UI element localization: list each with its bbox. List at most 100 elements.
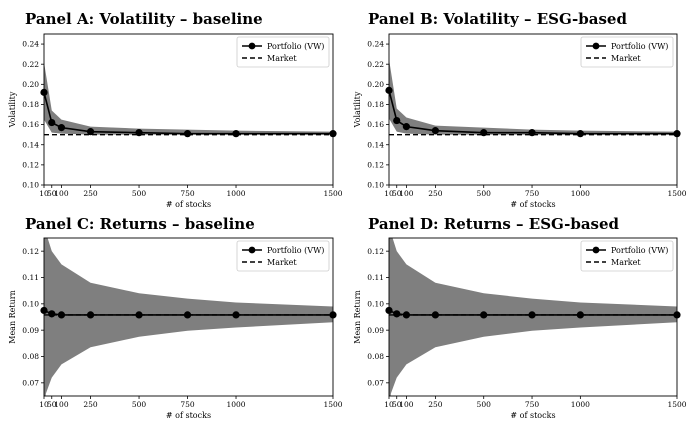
x-axis-label: # of stocks [510, 200, 555, 209]
legend-label: Portfolio (VW) [267, 246, 324, 255]
x-tick-label: 500 [477, 400, 492, 409]
x-tick-label: 750 [180, 400, 195, 409]
legend-box [580, 240, 674, 272]
panel-title: Panel B: Volatility – ESG-based [368, 10, 627, 28]
y-tick-label: 0.24 [22, 40, 39, 49]
legend-label: Portfolio (VW) [611, 246, 668, 255]
x-tick-label: 750 [525, 189, 540, 198]
legend-label: Portfolio (VW) [267, 42, 324, 51]
x-tick-label: 1500 [323, 400, 342, 409]
y-axis-label: Volatility [8, 91, 17, 128]
y-tick-label: 0.18 [22, 100, 39, 109]
y-tick-label: 0.10 [22, 181, 39, 190]
x-tick-label: 250 [428, 400, 443, 409]
data-point [86, 128, 95, 136]
y-tick-label: 0.12 [22, 247, 39, 256]
x-tick-label: 10 [384, 400, 394, 409]
data-point [183, 130, 192, 138]
x-tick-label: 750 [525, 400, 540, 409]
y-tick-label: 0.20 [22, 80, 39, 89]
x-tick-label: 250 [83, 400, 98, 409]
legend-box [580, 36, 674, 68]
data-point [48, 118, 56, 127]
data-point [393, 116, 401, 125]
x-tick-label: 1000 [571, 400, 590, 409]
data-point [431, 127, 439, 135]
x-tick-label: 500 [132, 400, 147, 409]
y-tick-label: 0.09 [22, 326, 39, 335]
y-tick-label: 0.07 [367, 378, 384, 387]
legend-marker [248, 42, 256, 50]
x-tick-label: 100 [54, 400, 69, 409]
x-tick-label: 10 [39, 189, 49, 198]
legend-label: Portfolio (VW) [611, 42, 668, 51]
panel-title: Panel D: Returns – ESG-based [368, 215, 620, 233]
legend: Portfolio (VW) Market [580, 36, 674, 68]
legend-label: Market [611, 258, 641, 267]
y-tick-label: 0.12 [22, 160, 39, 169]
y-tick-label: 0.16 [22, 120, 39, 129]
y-tick-label: 0.16 [367, 120, 384, 129]
x-tick-label: 250 [83, 189, 98, 198]
x-tick-label: 250 [428, 189, 443, 198]
data-point [393, 310, 401, 318]
x-tick-label: 1000 [571, 189, 590, 198]
y-axis-label: Mean Return [8, 290, 17, 344]
y-axis-label: Volatility [353, 91, 362, 128]
x-tick-label: 500 [477, 189, 492, 198]
y-tick-label: 0.10 [367, 181, 384, 190]
legend-label: Market [267, 258, 297, 267]
data-point [183, 311, 192, 319]
data-point [57, 124, 66, 132]
legend: Portfolio (VW) Market [236, 36, 330, 68]
plot-frame [43, 237, 334, 397]
legend: Portfolio (VW) Market [236, 240, 330, 272]
y-tick-label: 0.11 [367, 273, 384, 282]
confidence-band [389, 59, 677, 135]
legend-marker [592, 42, 600, 50]
plot-frame [388, 33, 678, 186]
y-tick-label: 0.14 [367, 140, 384, 149]
x-tick-label: 10 [39, 400, 49, 409]
data-point [232, 130, 240, 138]
x-tick-label: 100 [54, 189, 69, 198]
legend-label: Market [611, 54, 641, 63]
y-tick-label: 0.24 [367, 40, 384, 49]
y-tick-label: 0.08 [367, 352, 384, 361]
data-point [480, 311, 488, 319]
y-tick-label: 0.20 [367, 80, 384, 89]
x-tick-label: 50 [392, 400, 402, 409]
x-tick-label: 50 [47, 400, 57, 409]
legend-box [236, 36, 330, 68]
x-tick-label: 500 [132, 189, 147, 198]
legend-marker [248, 246, 256, 254]
data-point [576, 130, 584, 138]
plot-frame [388, 237, 678, 397]
panel-title: Panel C: Returns – baseline [25, 215, 255, 233]
legend-marker [592, 246, 600, 254]
y-tick-label: 0.22 [22, 60, 39, 69]
y-axis-label: Mean Return [353, 290, 362, 344]
x-tick-label: 10 [384, 189, 394, 198]
legend: Portfolio (VW) Market [580, 240, 674, 272]
y-tick-label: 0.07 [22, 378, 39, 387]
x-tick-label: 100 [399, 400, 414, 409]
data-point [576, 311, 584, 319]
panel-title: Panel A: Volatility – baseline [25, 10, 263, 28]
y-tick-label: 0.11 [22, 273, 39, 282]
data-point [402, 123, 410, 131]
x-tick-label: 50 [392, 189, 402, 198]
x-tick-label: 1000 [226, 400, 245, 409]
x-tick-label: 1000 [226, 189, 245, 198]
y-tick-label: 0.12 [367, 247, 384, 256]
legend-label: Market [267, 54, 297, 63]
data-point [86, 311, 95, 319]
x-tick-label: 1500 [667, 400, 686, 409]
plot-frame [43, 33, 334, 186]
legend-box [236, 240, 330, 272]
y-tick-label: 0.18 [367, 100, 384, 109]
data-point [528, 311, 536, 319]
